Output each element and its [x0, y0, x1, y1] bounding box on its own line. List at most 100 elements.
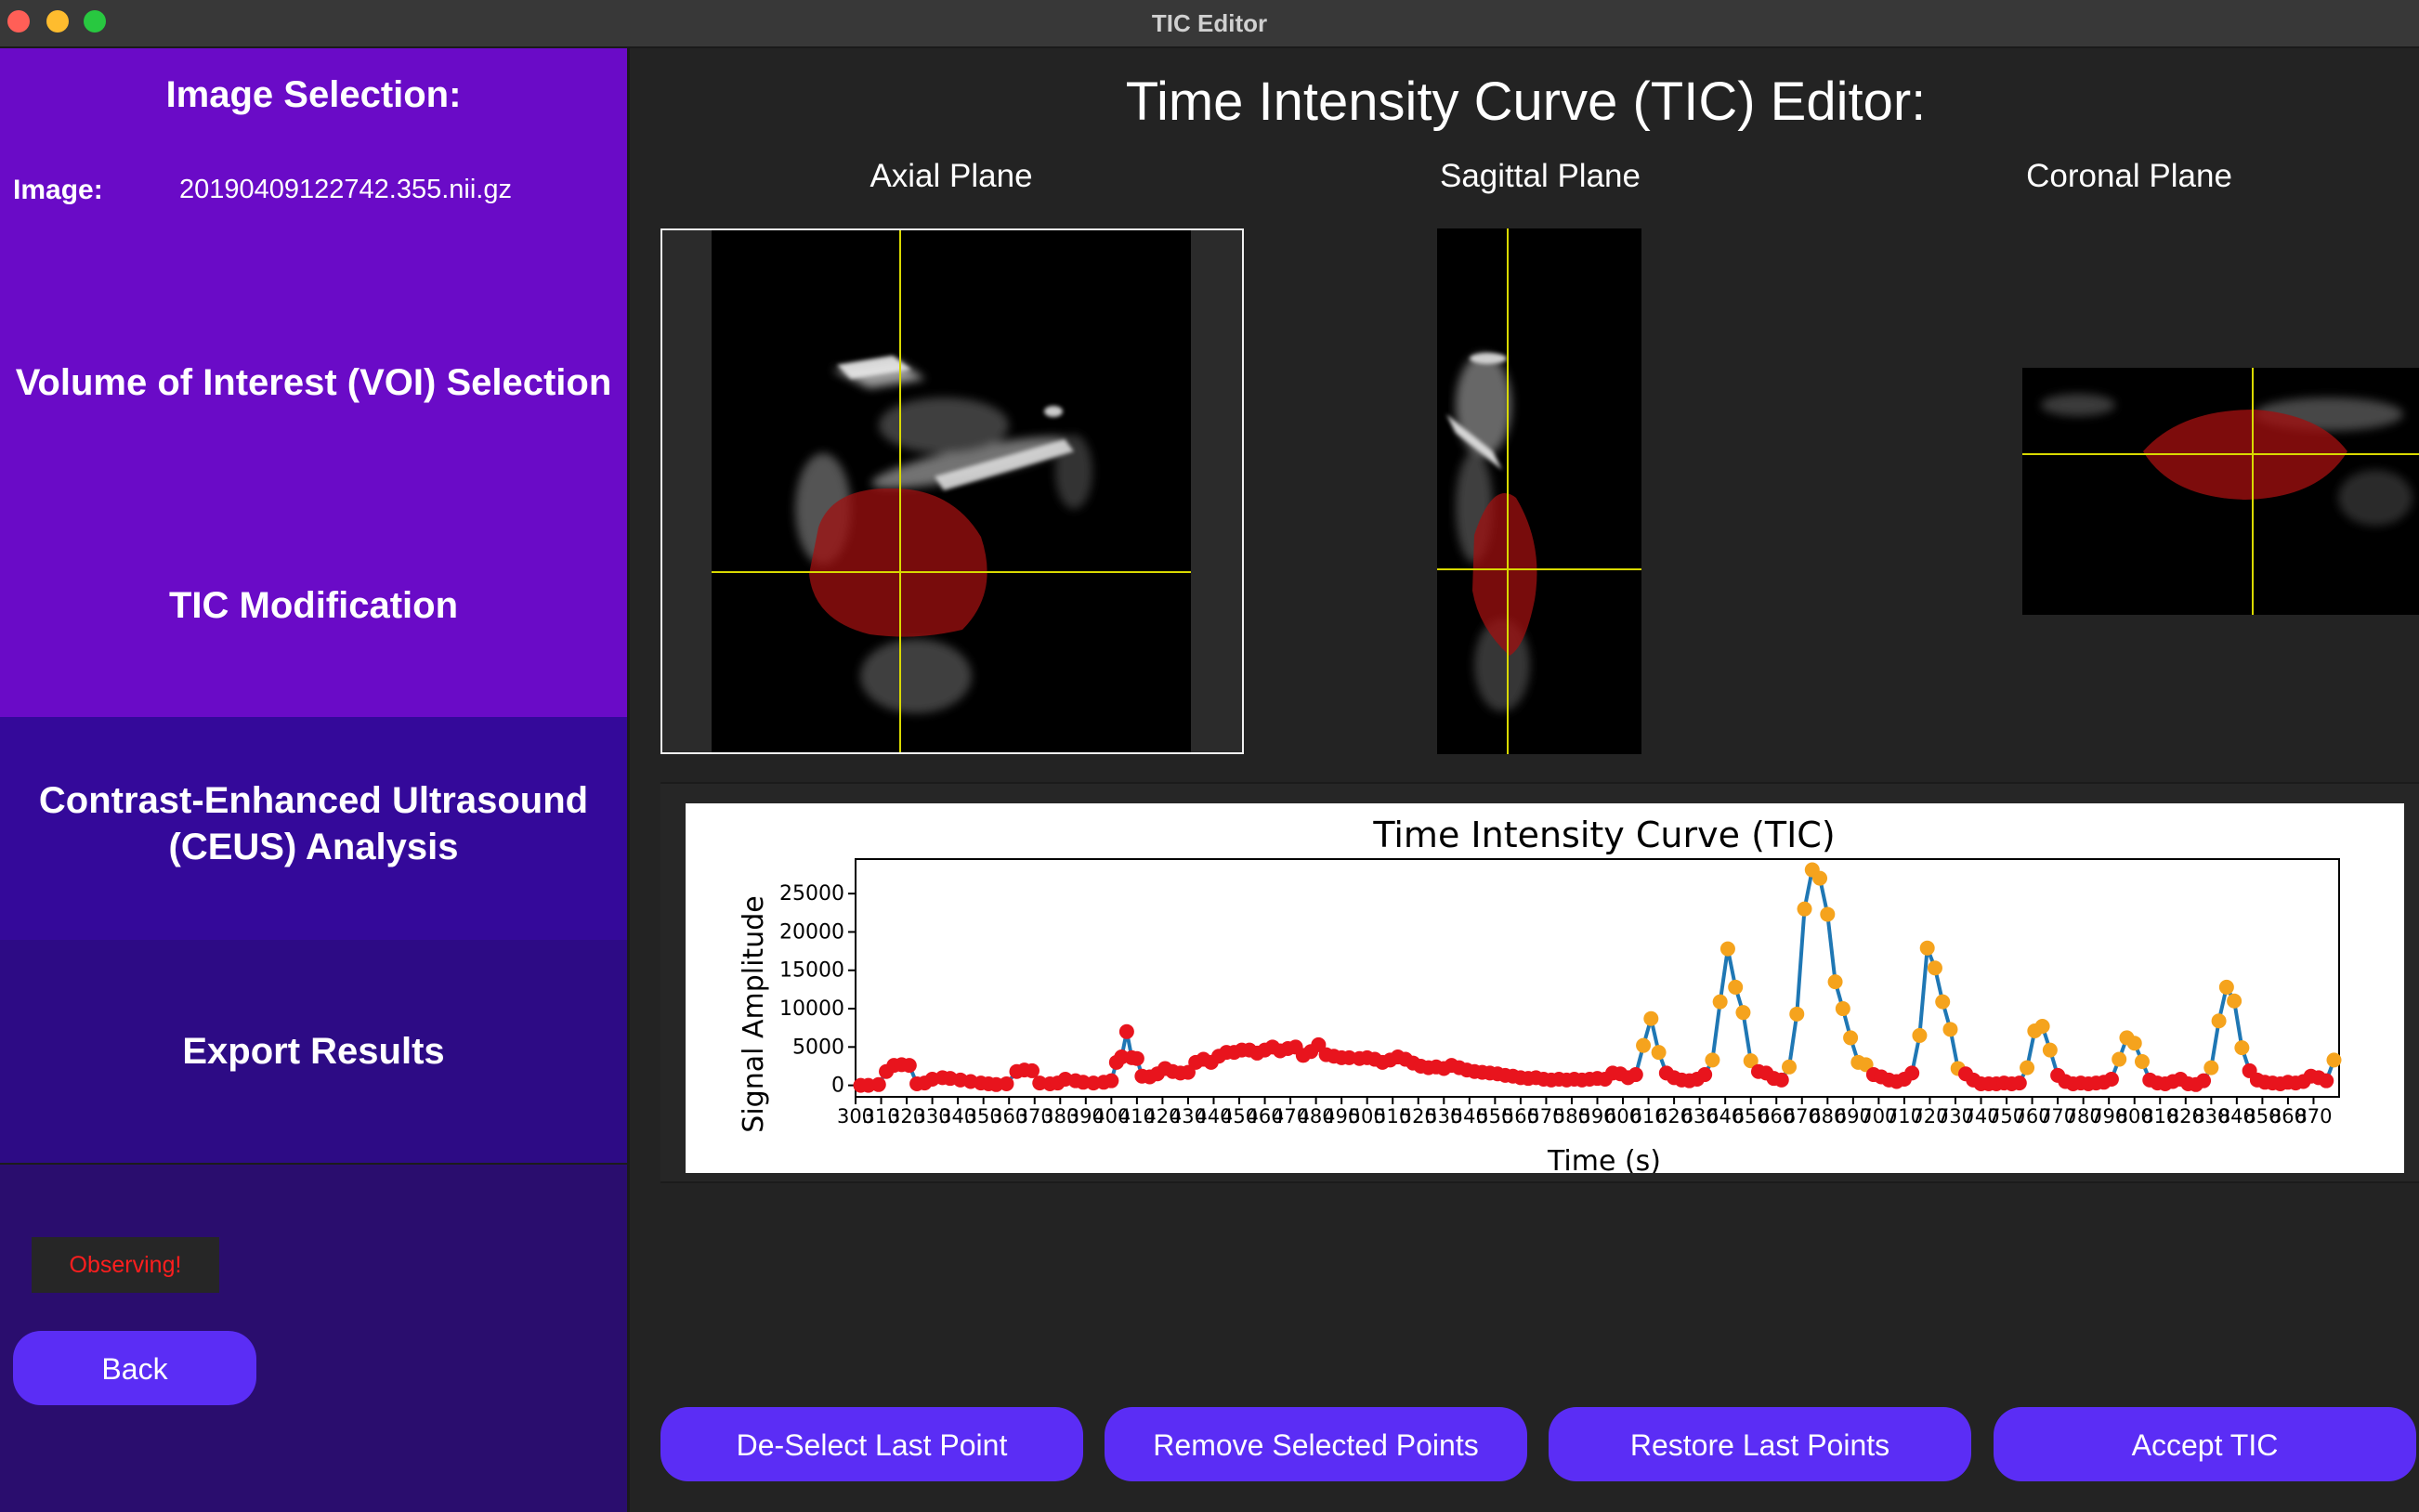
title-bar: TIC Editor — [0, 0, 2419, 48]
back-button[interactable]: Back — [13, 1331, 256, 1405]
tic-selected-point — [1935, 994, 1951, 1010]
x-tick-label: 590 — [1578, 1105, 1615, 1127]
tic-selected-point — [1782, 1059, 1798, 1075]
voi-selection-title: Volume of Interest (VOI) Selection — [15, 362, 612, 403]
x-tick-label: 640 — [1706, 1105, 1744, 1127]
tic-selected-point — [2234, 1040, 2250, 1056]
tic-selected-point — [1843, 1030, 1859, 1046]
tic-selected-point — [1735, 1005, 1751, 1021]
minimize-window-button[interactable] — [46, 10, 69, 33]
page-title: Time Intensity Curve (TIC) Editor: — [1125, 72, 1927, 132]
x-tick-label: 800 — [2116, 1105, 2153, 1127]
tic-point — [1118, 1023, 1134, 1039]
x-tick-label: 750 — [1988, 1105, 2025, 1127]
x-tick-label: 840 — [2218, 1105, 2256, 1127]
sidebar-item-tic-modification[interactable]: TIC Modification — [0, 494, 627, 719]
tic-modification-title: TIC Modification — [168, 585, 459, 626]
y-tick-label: 20000 — [779, 920, 844, 944]
x-tick-label: 780 — [2065, 1105, 2102, 1127]
sidebar-item-voi-selection[interactable]: Volume of Interest (VOI) Selection — [0, 271, 627, 496]
x-tick-label: 580 — [1553, 1105, 1590, 1127]
chart-title: Time Intensity Curve (TIC) — [1372, 815, 1835, 855]
tic-point — [2103, 1072, 2119, 1088]
tic-point — [1129, 1050, 1144, 1066]
sagittal-view[interactable] — [1437, 228, 1641, 754]
x-tick-label: 850 — [2243, 1105, 2281, 1127]
x-tick-label: 550 — [1476, 1105, 1513, 1127]
remove-selected-points-button[interactable]: Remove Selected Points — [1105, 1407, 1527, 1481]
x-tick-label: 680 — [1809, 1105, 1846, 1127]
accept-tic-button[interactable]: Accept TIC — [1994, 1407, 2416, 1481]
x-tick-label: 730 — [1937, 1105, 1974, 1127]
x-tick-label: 610 — [1630, 1105, 1667, 1127]
image-label: Image: — [13, 175, 103, 205]
tic-point — [901, 1058, 917, 1074]
x-tick-label: 660 — [1758, 1105, 1795, 1127]
coronal-view[interactable] — [2022, 368, 2419, 615]
tic-selected-point — [1643, 1010, 1659, 1026]
x-tick-label: 410 — [1118, 1105, 1156, 1127]
restore-last-points-button[interactable]: Restore Last Points — [1549, 1407, 1971, 1481]
status-indicator: Observing! — [32, 1237, 219, 1293]
x-tick-label: 460 — [1247, 1105, 1284, 1127]
axial-plane-label: Axial Plane — [870, 158, 1033, 194]
x-tick-label: 360 — [990, 1105, 1027, 1127]
x-tick-label: 600 — [1604, 1105, 1641, 1127]
x-tick-label: 330 — [914, 1105, 951, 1127]
tic-selected-point — [1651, 1045, 1667, 1061]
axial-view[interactable] — [712, 230, 1191, 752]
tic-series-line — [860, 866, 2336, 1088]
zoom-window-button[interactable] — [84, 10, 106, 33]
tic-selected-point — [1835, 1001, 1850, 1017]
image-selection-title: Image Selection: — [165, 74, 462, 115]
x-tick-label: 700 — [1860, 1105, 1897, 1127]
tic-selected-point — [1712, 994, 1728, 1010]
x-tick-label: 310 — [862, 1105, 899, 1127]
tic-point — [1904, 1065, 1920, 1081]
image-selection-section: Image Selection: Image: 20190409122742.3… — [0, 48, 627, 273]
coronal-image — [2022, 368, 2419, 615]
tic-selected-point — [1912, 1027, 1928, 1043]
sidebar-item-ceus-analysis[interactable]: Contrast-Enhanced Ultrasound (CEUS) Anal… — [0, 717, 627, 942]
image-filename: 20190409122742.355.nii.gz — [179, 175, 512, 204]
tic-point — [1773, 1072, 1789, 1088]
x-tick-label: 520 — [1400, 1105, 1437, 1127]
tic-point — [2319, 1073, 2334, 1088]
axial-image — [712, 230, 1191, 752]
x-tick-label: 860 — [2269, 1105, 2307, 1127]
tic-chart[interactable]: Time Intensity Curve (TIC) Time (s) Sign… — [686, 803, 2404, 1178]
x-tick-label: 420 — [1144, 1105, 1181, 1127]
x-tick-label: 570 — [1527, 1105, 1564, 1127]
y-tick-label: 0 — [831, 1075, 844, 1098]
tic-selected-point — [1812, 870, 1828, 886]
sagittal-image — [1437, 228, 1641, 754]
window-title: TIC Editor — [1151, 9, 1268, 37]
tic-selected-point — [1827, 974, 1843, 990]
x-tick-label: 380 — [1041, 1105, 1079, 1127]
tic-selected-point — [1942, 1022, 1958, 1037]
y-tick-label: 10000 — [779, 997, 844, 1021]
x-tick-label: 510 — [1374, 1105, 1411, 1127]
x-tick-label: 670 — [1784, 1105, 1821, 1127]
sidebar-item-export-results[interactable]: Export Results — [0, 940, 627, 1165]
export-results-title: Export Results — [182, 1031, 445, 1072]
main-panel: Time Intensity Curve (TIC) Editor: Axial… — [627, 48, 2419, 1512]
x-tick-label: 430 — [1170, 1105, 1207, 1127]
close-window-button[interactable] — [7, 10, 30, 33]
x-tick-label: 500 — [1349, 1105, 1386, 1127]
tic-point — [1024, 1062, 1040, 1078]
x-tick-label: 540 — [1451, 1105, 1488, 1127]
tic-selected-point — [1927, 960, 1942, 976]
x-tick-label: 690 — [1835, 1105, 1872, 1127]
axial-view-frame[interactable] — [660, 228, 1244, 754]
tic-chart-svg[interactable]: Time Intensity Curve (TIC) Time (s) Sign… — [686, 803, 2404, 1178]
tic-selected-point — [1820, 906, 1836, 922]
tic-point — [1628, 1067, 1643, 1083]
x-tick-label: 720 — [1911, 1105, 1948, 1127]
x-tick-label: 710 — [1886, 1105, 1923, 1127]
tic-selected-point — [1743, 1053, 1759, 1069]
tic-selected-point — [2034, 1019, 2050, 1035]
x-tick-label: 760 — [2014, 1105, 2051, 1127]
x-tick-label: 650 — [1733, 1105, 1770, 1127]
deselect-last-point-button[interactable]: De-Select Last Point — [660, 1407, 1083, 1481]
